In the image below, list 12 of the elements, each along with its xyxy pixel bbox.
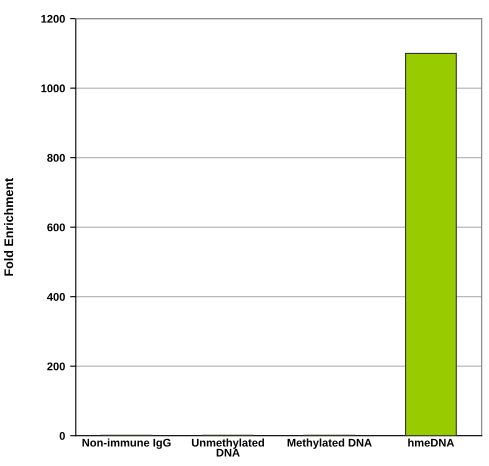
y-tick-label: 1200	[41, 14, 65, 23]
y-tick-label: 0	[60, 432, 65, 440]
y-tick-label: 400	[47, 292, 65, 301]
y-tick-label: 200	[47, 362, 65, 370]
x-tick-label: Non-immune IgG	[82, 438, 171, 449]
y-tick-label: 1000	[41, 84, 65, 92]
y-axis-title: Fold Enrichment	[4, 178, 14, 276]
x-tick-label: hmeDNA	[408, 438, 454, 447]
x-tick-label: Unmethylated DNA	[192, 438, 264, 456]
y-tick-label: 800	[47, 154, 65, 162]
x-tick-label: Methylated DNA	[288, 438, 372, 449]
y-tick-label: 600	[47, 223, 65, 232]
